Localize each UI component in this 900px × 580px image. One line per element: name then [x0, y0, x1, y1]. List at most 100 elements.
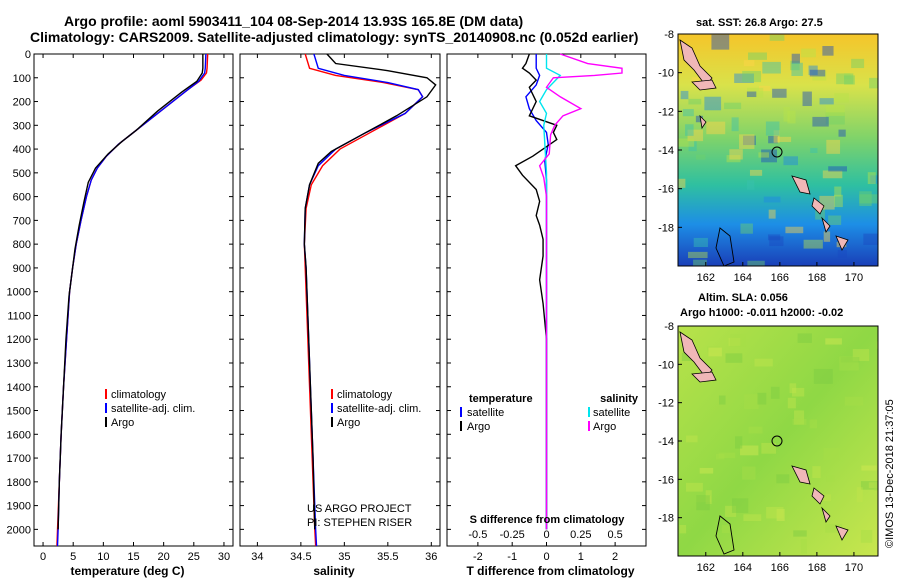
map-cell — [812, 70, 827, 81]
map-cell — [748, 52, 767, 60]
map-cell — [844, 73, 851, 79]
series-line-argo-s — [538, 53, 623, 530]
map-cell — [696, 154, 706, 160]
watermark: ©IMOS 13-Dec-2018 21:37:05 — [884, 399, 896, 548]
map-cell — [678, 138, 695, 147]
difference-profile-plot: -2 -1 0 1 2T difference from climatology temp… — [446, 53, 647, 578]
map-cell — [707, 346, 720, 353]
map-cell — [837, 249, 847, 258]
map-cell — [800, 539, 807, 554]
map-cell — [777, 136, 792, 142]
map-cell — [851, 58, 865, 69]
map-cell — [836, 73, 854, 85]
map-cell — [728, 337, 741, 346]
map-cell — [696, 495, 710, 511]
s-tick-label: -0.5 — [468, 529, 487, 541]
salinity-profile-plot: 34 34.5 35 35.5 36 salinity climatology satelli… — [239, 53, 441, 578]
map-cell — [801, 48, 816, 58]
x-axis-label: temperature (deg C) — [70, 564, 184, 578]
y-tick-label: 400 — [13, 144, 31, 156]
map-cell — [874, 481, 878, 491]
map-cell — [687, 129, 704, 142]
map-cell — [724, 102, 742, 110]
map-x-tick-label: 168 — [808, 272, 826, 284]
map-y-tick-label: -8 — [664, 321, 674, 333]
s-tick-label: 0.5 — [607, 529, 622, 541]
x-tick-label: 35.5 — [377, 551, 398, 563]
map-cell — [680, 90, 689, 100]
map-cell — [812, 116, 829, 127]
map-cell — [797, 333, 812, 343]
profile-location-marker — [771, 146, 783, 158]
sst-islands — [679, 39, 849, 266]
map-x-tick-label: 162 — [697, 562, 715, 574]
map-cell — [834, 186, 842, 197]
map-cell — [746, 91, 757, 98]
map-cell — [793, 530, 807, 537]
island-shape — [835, 235, 849, 251]
map-cell — [742, 135, 756, 146]
map-cell — [705, 490, 712, 505]
map-cell — [802, 91, 812, 107]
series-line-argo — [57, 54, 204, 530]
map-cell — [758, 152, 770, 158]
map-cell — [743, 60, 755, 67]
map-cell — [758, 85, 771, 92]
sst-map-axes: 162 164 166 168 170 -8 -10 -12 -14 -16 -18 — [658, 29, 863, 284]
map-cell — [730, 333, 747, 347]
map-cell — [785, 226, 804, 234]
x-tick-label: 1 — [578, 551, 584, 563]
map-y-tick-label: -18 — [658, 513, 674, 525]
map-cell — [729, 149, 743, 160]
map-cell — [810, 147, 818, 153]
legend-label: climatology — [337, 389, 393, 401]
y-tick-label: 0 — [25, 49, 31, 61]
map-cell — [813, 368, 833, 384]
map-cell — [834, 93, 849, 103]
map-cell — [747, 180, 755, 190]
island-shape — [691, 79, 717, 91]
sst-map-title: sat. SST: 26.8 Argo: 27.5 — [696, 17, 823, 29]
sla-map-axes: 162 164 166 168 170 -8 -10 -12 -14 -16 -18 — [658, 321, 863, 574]
s-tick-label: -0.25 — [500, 529, 525, 541]
map-cell — [828, 215, 842, 225]
map-cell — [718, 395, 726, 405]
map-cell — [859, 191, 872, 206]
map-x-tick-label: 164 — [734, 562, 752, 574]
map-cell — [768, 135, 778, 144]
map-cell — [688, 251, 708, 259]
map-cell — [743, 514, 762, 522]
y-tick-label: 1800 — [7, 477, 31, 489]
y-tick-label: 1200 — [7, 334, 31, 346]
y-tick-label: 1700 — [7, 453, 31, 465]
map-cell — [699, 467, 714, 474]
plot-frame — [33, 53, 234, 547]
map-cell — [725, 505, 737, 517]
legend-label: climatology — [111, 389, 167, 401]
map-cell — [711, 34, 730, 50]
sla-map-subtitle: Argo h1000: -0.011 h2000: -0.02 — [680, 307, 843, 319]
x-tick-label: 34.5 — [290, 551, 311, 563]
profile-location-marker — [771, 435, 783, 447]
map-cell — [688, 141, 697, 152]
map-cell — [803, 239, 823, 249]
plot-frame — [239, 53, 441, 547]
y-tick-label: 1600 — [7, 429, 31, 441]
map-cell — [863, 233, 878, 246]
y-tick-label: 600 — [13, 192, 31, 204]
map-cell — [776, 508, 785, 522]
map-cell — [772, 88, 787, 98]
credit-project: US ARGO PROJECT — [307, 503, 412, 515]
x-tick-label: 25 — [188, 551, 200, 563]
map-cell — [773, 130, 780, 143]
island-shape — [791, 175, 811, 195]
map-cell — [761, 442, 776, 454]
map-x-tick-label: 170 — [845, 562, 863, 574]
map-cell — [678, 178, 686, 188]
island-shape — [811, 487, 825, 505]
island-shape — [691, 371, 717, 383]
map-y-tick-label: -14 — [658, 145, 674, 157]
x-tick-label: 35 — [338, 551, 350, 563]
map-y-tick-label: -16 — [658, 184, 674, 196]
map-cell — [860, 529, 873, 543]
